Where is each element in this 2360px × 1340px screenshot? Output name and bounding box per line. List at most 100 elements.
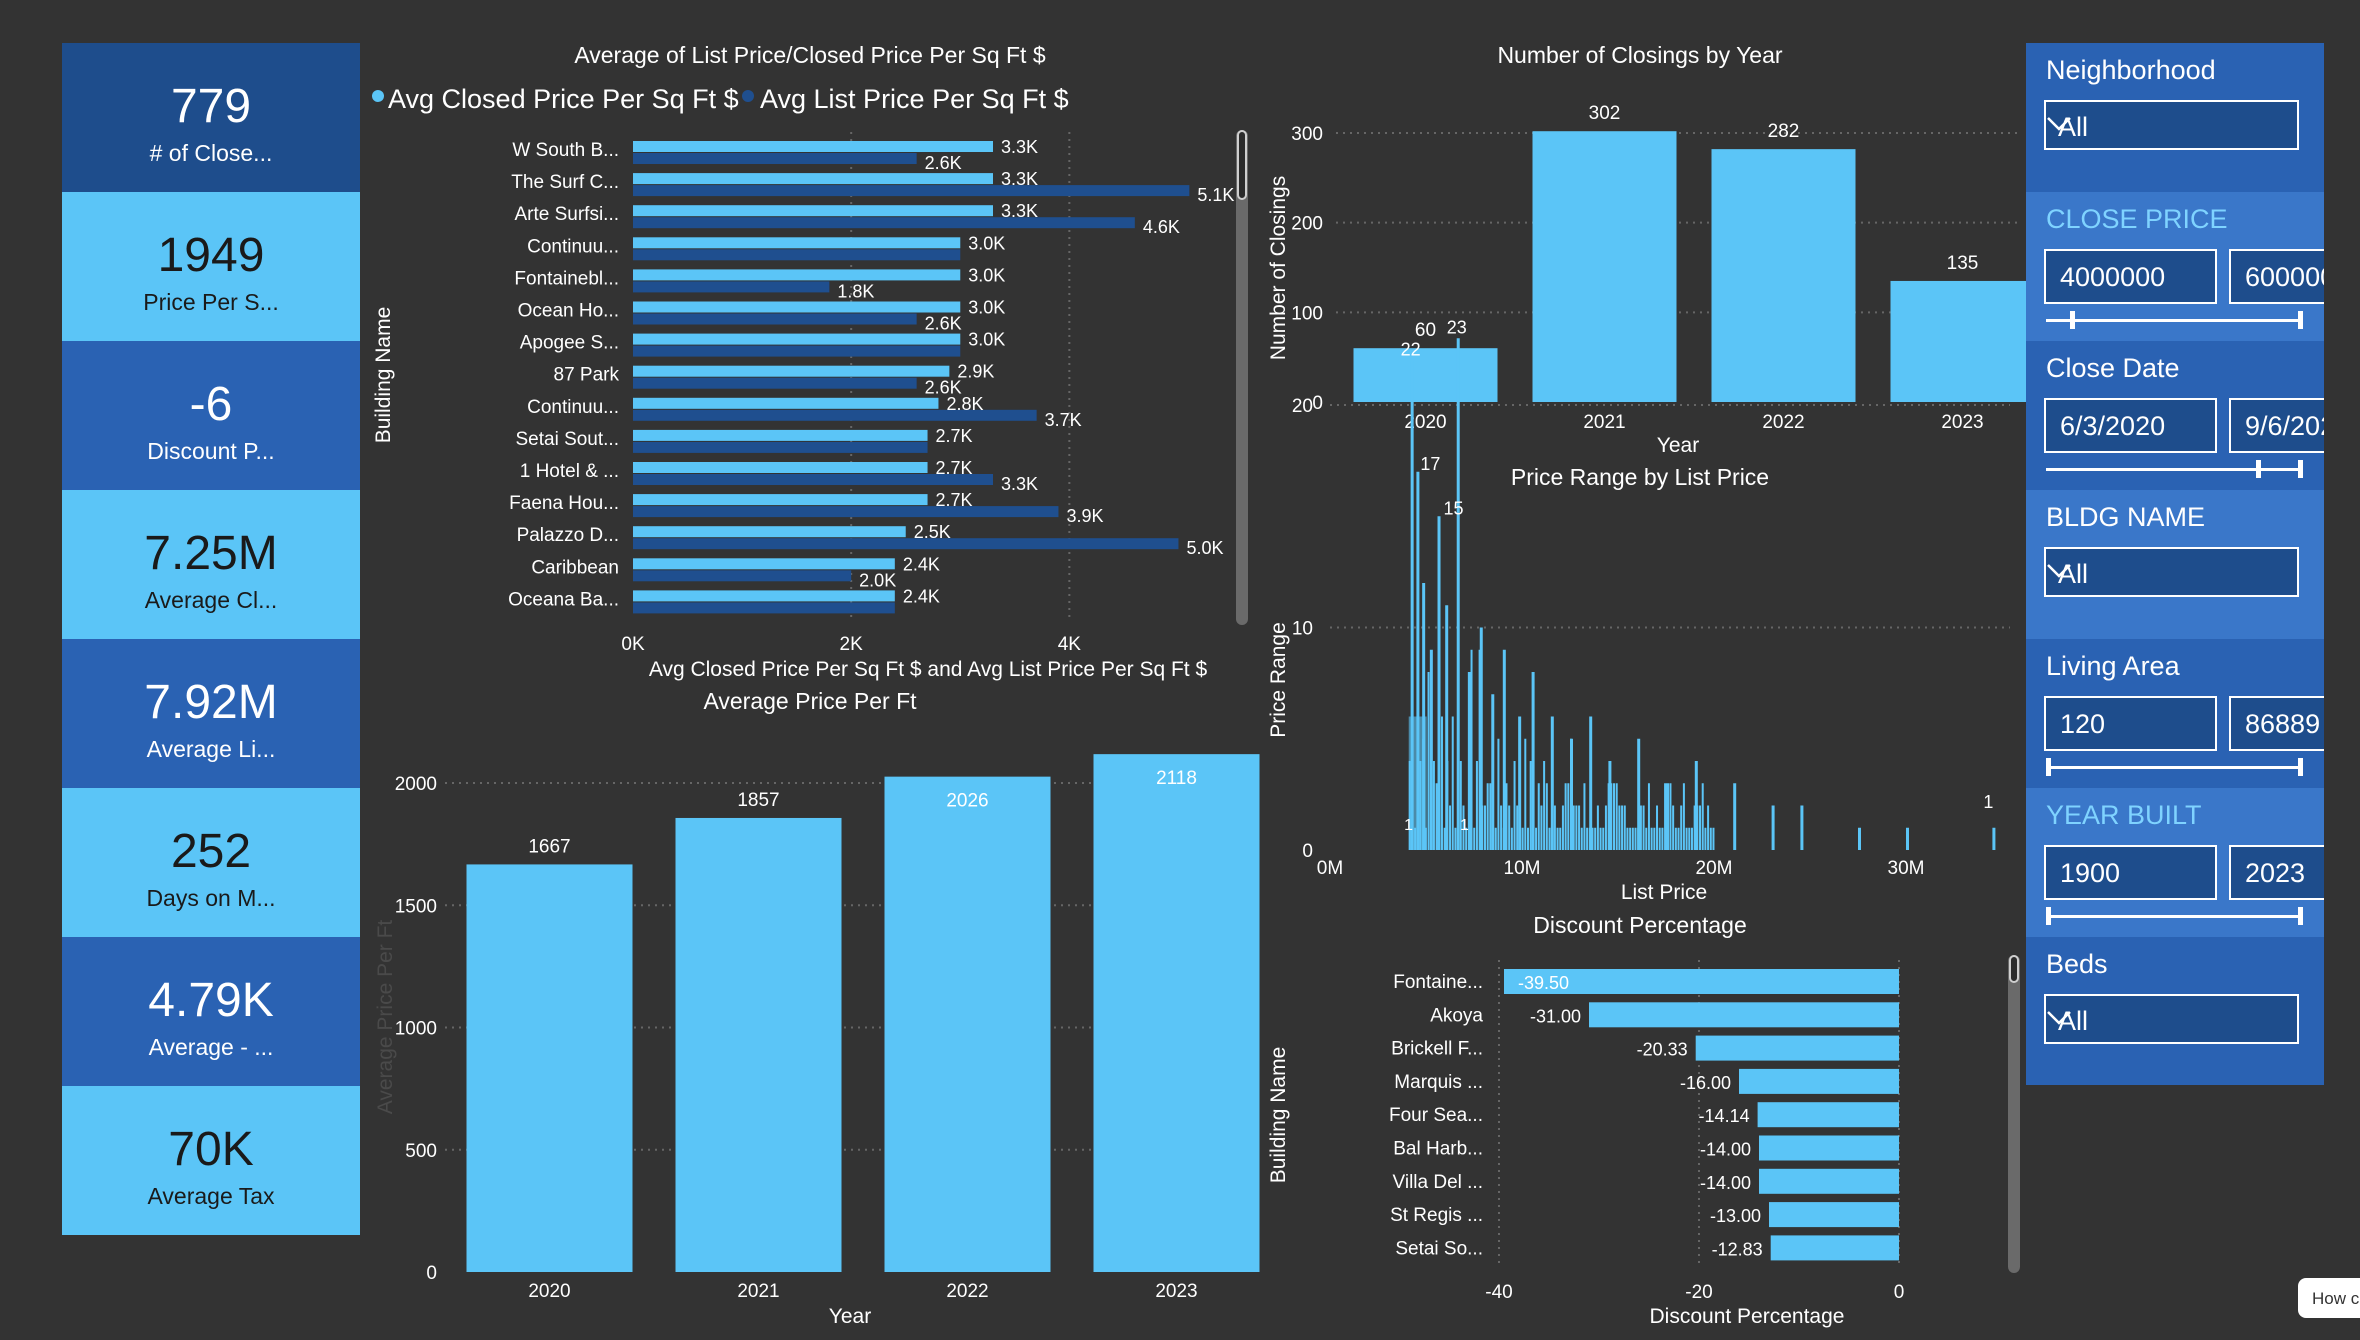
data-label: -12.83	[1712, 1239, 1763, 1259]
scroll-thumb[interactable]	[1237, 130, 1247, 200]
data-label: 2.6K	[925, 153, 962, 173]
slicer-title: CLOSE PRICE	[2046, 204, 2228, 234]
slider-handle-min[interactable]	[2070, 311, 2075, 329]
kpi-card-avg-list[interactable]: 7.92M Average Li...	[62, 639, 360, 788]
slider-handle-max[interactable]	[2298, 907, 2303, 925]
data-label: -13.00	[1710, 1206, 1761, 1226]
help-button[interactable]: How can I help?	[2298, 1278, 2360, 1318]
year-built-max-input[interactable]: 2023	[2229, 845, 2324, 900]
spike	[1521, 827, 1524, 850]
spike	[1653, 827, 1656, 850]
kpi-card-closings[interactable]: 779 # of Close...	[62, 43, 360, 192]
y-axis-title: Building Name	[372, 307, 395, 444]
slicer-title: Neighborhood	[2046, 55, 2216, 85]
close-price-slicer: CLOSE PRICE 4000000 60000000	[2026, 192, 2324, 341]
spike	[1556, 827, 1559, 850]
spike	[1505, 783, 1508, 850]
slider-track[interactable]	[2046, 766, 2301, 769]
beds-dropdown[interactable]: All	[2044, 994, 2299, 1044]
data-label: 3.0K	[968, 298, 1005, 318]
category-label: 1 Hotel & ...	[520, 461, 619, 482]
category-label: The Surf C...	[511, 172, 619, 193]
kpi-card-avg-tax[interactable]: 70K Average Tax	[62, 1086, 360, 1235]
spike	[1701, 783, 1704, 850]
chevron-down-icon	[2047, 117, 2071, 131]
slider-track[interactable]	[2046, 468, 2301, 471]
category-label: 87 Park	[554, 365, 620, 386]
data-label: 3.3K	[1001, 474, 1038, 494]
kpi-label: # of Close...	[149, 140, 273, 166]
price-sqft-scrollbar[interactable]	[1236, 130, 1248, 625]
category-label: Palazzo D...	[517, 525, 619, 546]
slider-handle-min[interactable]	[2046, 907, 2051, 925]
close-date-min-input[interactable]: 6/3/2020	[2044, 398, 2217, 453]
category-label: Marquis ...	[1394, 1072, 1483, 1093]
slider-handle-max[interactable]	[2298, 758, 2303, 776]
living-area-min-input[interactable]: 120	[2044, 696, 2217, 751]
kpi-card-discount[interactable]: -6 Discount P...	[62, 341, 360, 490]
kpi-value: 252	[170, 825, 252, 878]
category-label: Akoya	[1430, 1005, 1483, 1026]
slider-handle-max[interactable]	[2298, 460, 2303, 478]
category-label: Brickell F...	[1391, 1039, 1483, 1060]
year-built-min-input[interactable]: 1900	[2044, 845, 2217, 900]
spike	[1645, 827, 1648, 850]
kpi-card-price-per-sqft[interactable]: 1949 Price Per S...	[62, 192, 360, 341]
neighborhood-dropdown[interactable]: All	[2044, 100, 2299, 150]
living-area-max-input[interactable]: 86889	[2229, 696, 2324, 751]
spike	[1486, 783, 1489, 850]
chevron-down-icon	[2047, 564, 2071, 578]
spike	[1440, 716, 1443, 850]
spike	[1550, 716, 1554, 850]
bar-closed	[633, 333, 961, 345]
category-label: St Regis ...	[1390, 1205, 1483, 1226]
spike	[1416, 471, 1420, 850]
kpi-label: Price Per S...	[143, 289, 279, 315]
bar-closed	[633, 526, 906, 538]
scroll-thumb[interactable]	[2009, 955, 2019, 983]
slider-track[interactable]	[2046, 319, 2301, 322]
slider-track[interactable]	[2046, 915, 2301, 918]
slider-handle-max[interactable]	[2298, 311, 2303, 329]
spike	[1637, 738, 1641, 850]
living-area-slicer: Living Area 120 86889	[2026, 639, 2324, 788]
kpi-value: 7.25M	[144, 527, 278, 580]
spike	[1443, 827, 1446, 850]
kpi-card-days-on-market[interactable]: 252 Days on M...	[62, 788, 360, 937]
data-label: 23	[1447, 317, 1467, 337]
spike	[1531, 672, 1535, 850]
data-label: 2.0K	[859, 570, 896, 590]
kpi-card-avg-close[interactable]: 7.25M Average Cl...	[62, 490, 360, 639]
data-label: 3.7K	[1045, 410, 1082, 430]
bar-list	[633, 249, 961, 261]
kpi-card-average[interactable]: 4.79K Average - ...	[62, 937, 360, 1086]
slider-handle-min[interactable]	[2256, 460, 2261, 478]
spike	[1709, 827, 1712, 850]
close-price-min-input[interactable]: 4000000	[2044, 249, 2217, 304]
bar	[1532, 131, 1677, 402]
y-axis-title: Average Price Per Ft	[374, 920, 397, 1115]
spike	[1483, 805, 1486, 850]
spike	[1699, 805, 1702, 850]
spike	[1589, 716, 1593, 850]
bar-list	[633, 281, 830, 293]
close-price-max-input[interactable]: 60000000	[2229, 249, 2324, 304]
category-label: Oceana Ba...	[508, 589, 619, 610]
bldg-name-dropdown[interactable]: All	[2044, 547, 2299, 597]
kpi-label: Average - ...	[148, 1034, 274, 1060]
data-label: 4.6K	[1143, 217, 1180, 237]
close-date-max-input[interactable]: 9/6/2023	[2229, 398, 2324, 453]
spike	[1462, 805, 1465, 850]
discount-scrollbar[interactable]	[2008, 955, 2020, 1273]
y-tick-label: 0	[1302, 841, 1313, 862]
bar	[1759, 1168, 1899, 1194]
spike	[1666, 783, 1669, 850]
data-label: 1.8K	[837, 281, 874, 301]
data-label: -20.33	[1637, 1040, 1688, 1060]
data-label: 5.0K	[1186, 538, 1223, 558]
slider-handle-min[interactable]	[2046, 758, 2051, 776]
spike	[1567, 783, 1570, 850]
spike	[1621, 805, 1624, 850]
spike	[1733, 783, 1737, 850]
